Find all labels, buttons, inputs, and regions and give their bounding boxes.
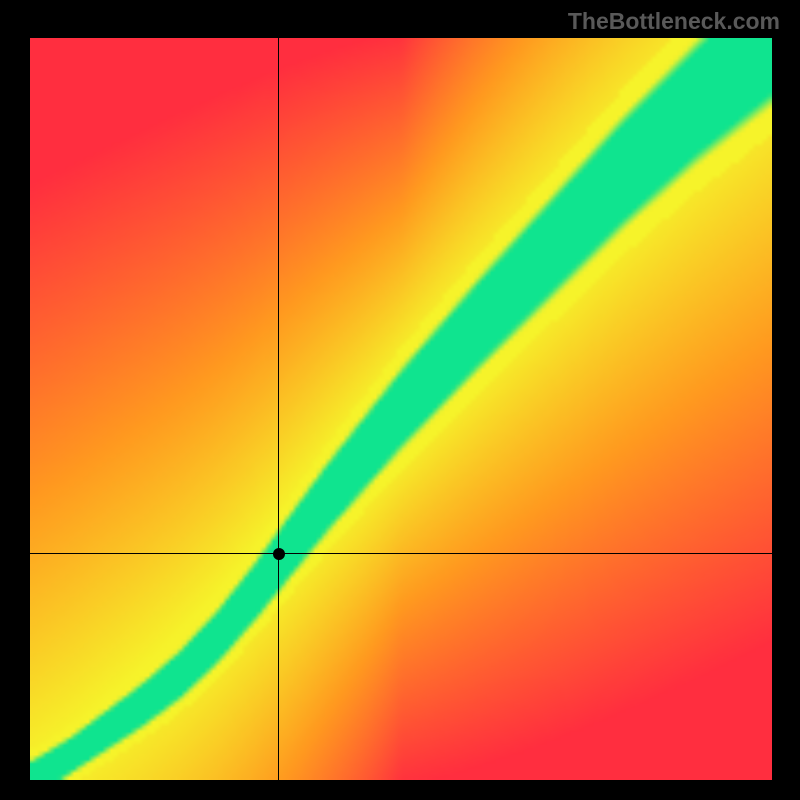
heatmap-plot-area [30,38,772,780]
data-point-marker [273,548,285,560]
heatmap-canvas [30,38,772,780]
crosshair-vertical [278,38,279,780]
chart-container: TheBottleneck.com [0,0,800,800]
crosshair-horizontal [30,553,772,554]
watermark-text: TheBottleneck.com [568,8,780,35]
